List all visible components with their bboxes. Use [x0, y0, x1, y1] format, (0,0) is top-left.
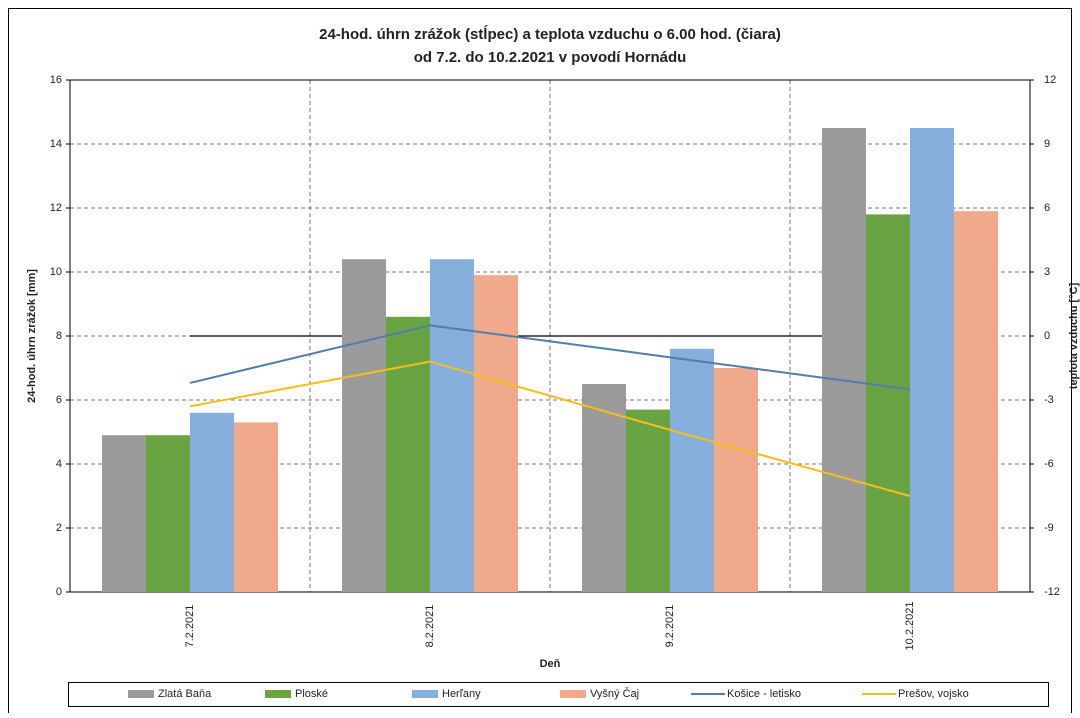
bar — [190, 412, 234, 592]
y2-axis-label: teplota vzduchu [°C] — [1068, 282, 1080, 389]
y-tick-label: 2 — [56, 522, 62, 534]
y2-tick-label: 0 — [1044, 330, 1050, 342]
chart-title: 24-hod. úhrn zrážok (stĺpec) a teplota v… — [319, 25, 781, 43]
y2-tick-label: 9 — [1044, 138, 1050, 150]
bar — [670, 348, 714, 592]
y-tick-label: 16 — [50, 74, 62, 86]
bar — [474, 275, 518, 592]
bar — [822, 128, 866, 592]
y-tick-label: 12 — [50, 202, 62, 214]
y2-tick-label: 3 — [1044, 266, 1050, 278]
y2-tick-label: -6 — [1044, 458, 1054, 470]
line — [189, 360, 911, 497]
y2-tick-label: 12 — [1044, 74, 1056, 86]
bar — [866, 214, 910, 592]
y2-tick-label: -3 — [1044, 394, 1054, 406]
y-tick-label: 10 — [50, 266, 62, 278]
y-tick-label: 8 — [56, 330, 62, 342]
bar — [910, 128, 954, 592]
legend-label: Herľany — [442, 688, 481, 700]
x-tick-label: 7.2.2021 — [184, 605, 196, 648]
legend-label: Košice - letisko — [727, 688, 801, 700]
y-tick-label: 0 — [56, 586, 62, 598]
legend-swatch — [412, 690, 438, 698]
y-tick-label: 4 — [56, 458, 62, 470]
line — [189, 324, 911, 391]
bar — [102, 435, 146, 592]
legend-label: Prešov, vojsko — [898, 688, 969, 700]
legend-label: Vyšný Čaj — [590, 687, 639, 700]
legend-swatch — [265, 690, 291, 698]
y2-tick-label: 6 — [1044, 202, 1050, 214]
bar — [954, 211, 998, 592]
x-tick-label: 8.2.2021 — [424, 605, 436, 648]
bar — [146, 435, 190, 592]
y-tick-label: 14 — [50, 138, 62, 150]
bar — [714, 368, 758, 592]
legend-label: Ploské — [295, 688, 328, 700]
bar — [582, 384, 626, 592]
legend-swatch — [560, 690, 586, 698]
bar — [342, 259, 386, 592]
x-tick-label: 10.2.2021 — [904, 602, 916, 651]
x-axis-label: Deň — [540, 658, 561, 670]
y2-tick-label: -12 — [1044, 586, 1060, 598]
y-axis-label: 24-hod. úhrn zrážok [mm] — [26, 269, 38, 403]
y-tick-label: 6 — [56, 394, 62, 406]
y2-tick-label: -9 — [1044, 522, 1054, 534]
chart-title: od 7.2. do 10.2.2021 v povodí Hornádu — [414, 49, 687, 66]
x-tick-label: 9.2.2021 — [664, 605, 676, 648]
legend-swatch — [128, 690, 154, 698]
bar — [626, 409, 670, 592]
plot-frame — [69, 79, 1031, 593]
legend-label: Zlatá Baňa — [158, 688, 212, 700]
bar — [234, 422, 278, 592]
bar — [430, 259, 474, 592]
bar — [386, 316, 430, 592]
